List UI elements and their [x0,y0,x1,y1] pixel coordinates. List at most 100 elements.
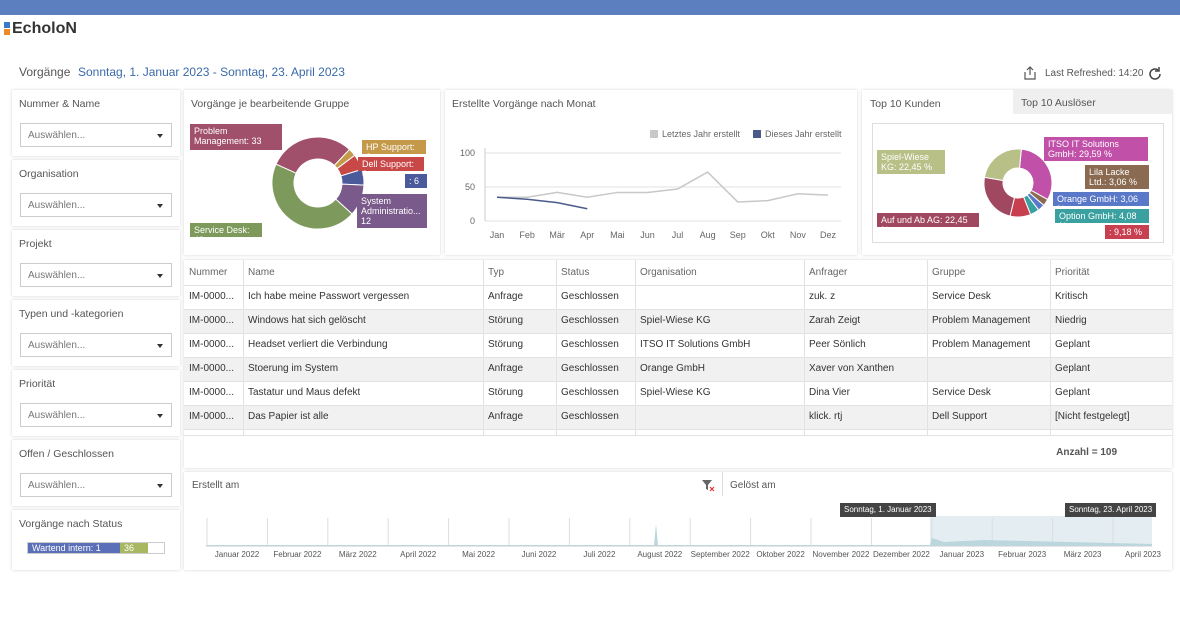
tab[interactable] [1013,90,1172,114]
table-cell: Geschlossen [561,411,619,422]
table-cell: Geschlossen [561,363,619,374]
x-tick-label: März 2022 [339,550,377,559]
table-row[interactable] [184,309,1172,333]
status-bar: Wartend intern: 1 36 [27,542,165,554]
dropdown[interactable]: Auswählen... [20,333,172,357]
x-tick-label: Mär [549,230,565,240]
table-cell: Störung [488,339,524,350]
dropdown-placeholder: Auswählen... [28,200,86,211]
table-cell: Anfrage [488,363,524,374]
table-cell: Windows hat sich gelöscht [248,315,366,326]
data-label: Option GmbH: 4,08 % [1055,209,1149,231]
tab-label[interactable]: Erstellt am [192,480,240,491]
column-header[interactable]: Organisation [640,267,697,278]
table-cell: IM-0000... [189,291,235,302]
tab-separator [722,472,723,496]
x-tick-label: Juli 2022 [583,550,616,559]
dropdown[interactable]: Auswählen... [20,123,172,147]
data-label: Service Desk: 49 [190,223,262,245]
page-title: Vorgänge [19,65,71,79]
chart [271,136,365,230]
x-tick-label: Oktober 2022 [756,550,805,559]
chart [983,148,1053,218]
tab-label[interactable]: Top 10 Auslöser [1021,97,1096,109]
table-row[interactable] [184,333,1172,357]
column-header[interactable]: Typ [488,267,505,278]
table-row[interactable] [184,357,1172,381]
dropdown-placeholder: Auswählen... [28,270,86,281]
x-tick-label: April 2022 [400,550,437,559]
x-tick-label: November 2022 [813,550,870,559]
activity [206,524,1152,546]
table-row [184,429,1172,436]
column-header[interactable]: Status [561,267,590,278]
column-header[interactable]: Anfrager [809,267,848,278]
table-cell: Dina Vier [809,387,850,398]
table-cell: IM-0000... [189,411,235,422]
x-tick-label: Juni 2022 [522,550,557,559]
x-tick-label: Februar 2023 [998,550,1047,559]
legend-swatch [753,130,761,138]
data-label: : 9,18 % [1105,225,1149,239]
x-tick-label: Februar 2022 [273,550,322,559]
x-tick-label: Sep [730,230,746,240]
column-border [927,260,928,435]
column-border [243,260,244,435]
table-cell: Geschlossen [561,387,619,398]
donut-slice [271,163,353,230]
share-icon[interactable] [1023,66,1037,80]
table-cell: IM-0000... [189,363,235,374]
column-header[interactable]: Gruppe [932,267,966,278]
dropdown[interactable]: Auswählen... [20,403,172,427]
donut-slice [983,148,1022,182]
table-cell: Problem Management [932,315,1031,326]
date-range[interactable]: Sonntag, 1. Januar 2023 - Sonntag, 23. A… [78,65,345,79]
status-title: Vorgänge nach Status [19,518,123,530]
last-refreshed: Last Refreshed: 14:20 [1045,68,1144,79]
tab-label[interactable]: Top 10 Kunden [870,98,941,110]
legend-swatch [650,130,658,138]
range-callout: Sonntag, 1. Januar 2023 [840,503,936,517]
row-count: Anzahl = 109 [1056,447,1117,458]
table-cell: Dell Support [932,411,988,422]
chart-title: Vorgänge je bearbeitende Gruppe [191,98,350,110]
dropdown[interactable]: Auswählen... [20,263,172,287]
range-callout: Sonntag, 23. April 2023 [1065,503,1157,517]
donut-slice [983,176,1016,217]
table-cell: Xaver von Xanthen [809,363,895,374]
data-label: System Administratio... 12 [357,194,427,228]
column-header[interactable]: Nummer [189,267,228,278]
dropdown[interactable]: Auswählen... [20,473,172,497]
table-row[interactable] [184,405,1172,429]
filter-title: Priorität [19,378,56,390]
dropdown-caret [157,484,163,488]
table-cell: Ich habe meine Passwort vergessen [248,291,410,302]
chart-frame [872,123,1164,243]
filter-title: Nummer & Name [19,98,101,110]
table-cell: Anfrage [488,411,524,422]
data-label: ITSO IT Solutions GmbH: 29,59 % [1044,137,1148,161]
dropdown-caret [157,204,163,208]
table-row[interactable] [184,381,1172,405]
dropdown[interactable]: Auswählen... [20,193,172,217]
x-tick-label: Januar 2022 [215,550,260,559]
table-cell: Stoerung im System [248,363,339,374]
column-header[interactable]: Name [248,267,275,278]
x-tick-label: Jan [490,230,505,240]
filter-title: Typen und -kategorien [19,308,124,320]
table-cell: Geplant [1055,387,1091,398]
data-label: Spiel-Wiese KG: 22,45 % [877,150,945,174]
tab-label[interactable]: Gelöst am [730,480,776,491]
table-cell: Störung [488,315,524,326]
status-segment: 36 [120,543,148,553]
refresh-icon[interactable] [1147,66,1163,82]
legend-label: Letztes Jahr erstellt [662,129,741,139]
table-cell: Störung [488,387,524,398]
table-row[interactable] [184,285,1172,309]
column-border [483,260,484,435]
table-cell: Geschlossen [561,339,619,350]
column-header[interactable]: Priorität [1055,267,1090,278]
table-footer [184,435,1172,436]
chart-panel [445,90,857,255]
